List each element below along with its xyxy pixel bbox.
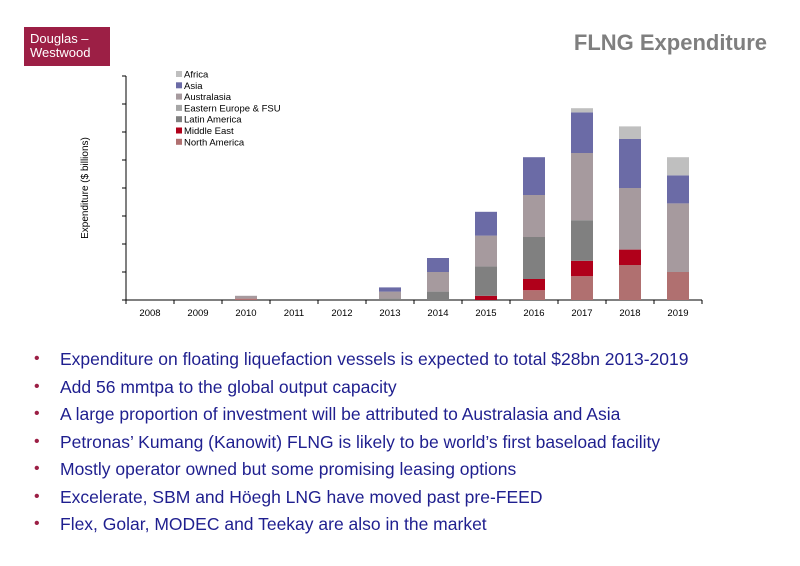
logo-line-2: Westwood — [30, 45, 91, 60]
legend-swatch — [176, 138, 182, 145]
legend-label: Eastern Europe & FSU — [184, 103, 281, 114]
legend-label: North America — [184, 137, 245, 148]
bullet-text: Excelerate, SBM and Höegh LNG have moved… — [60, 486, 543, 507]
x-tick-label: 2011 — [284, 308, 304, 319]
bullet-item: • Add 56 mmtpa to the global output capac… — [30, 377, 790, 405]
bullet-icon: • — [34, 515, 40, 532]
legend-swatch — [176, 127, 182, 134]
bar-segment — [571, 220, 593, 261]
bar-segment — [667, 175, 689, 204]
bar-segment — [379, 287, 401, 292]
x-tick-label: 2008 — [139, 308, 160, 319]
bar-segment — [475, 211, 497, 236]
bar-segment — [619, 126, 641, 139]
x-tick-label: 2012 — [331, 308, 352, 319]
bar-segment — [571, 260, 593, 277]
x-tick-label: 2014 — [427, 308, 448, 319]
expenditure-chart: 2008 2009 2010 2011 2012 2013 2014 2015 2016 2017… — [80, 70, 703, 319]
bullet-icon: • — [34, 377, 40, 395]
x-tick-label: 2016 — [523, 308, 544, 319]
x-tick-label: 2010 — [235, 308, 256, 319]
bullet-icon: • — [34, 432, 40, 450]
bar-segment — [235, 295, 257, 299]
bar-segment — [523, 195, 545, 237]
x-tick-label: 2009 — [187, 308, 208, 319]
bar-segment — [523, 157, 545, 195]
bullet-list: • Expenditure on floating liquefaction ve… — [30, 349, 790, 542]
slide-title: FLNG Expenditure — [573, 30, 767, 55]
bullet-text: Mostly operator owned but some promising… — [60, 459, 517, 479]
bar-segment — [571, 276, 593, 300]
bar-segment — [427, 258, 449, 272]
bar-segment — [571, 108, 593, 113]
bar-segment — [427, 272, 449, 292]
bullet-icon: • — [34, 460, 40, 477]
x-tick-label: 2017 — [571, 308, 592, 319]
x-tick-label: 2015 — [475, 308, 496, 319]
bar-segment — [619, 265, 641, 300]
bullet-text: Add 56 mmtpa to the global output capaci… — [60, 376, 397, 397]
bar-segment — [379, 291, 401, 299]
x-tick-label: 2018 — [619, 308, 640, 319]
bar-segment — [571, 153, 593, 221]
bar-segment — [667, 272, 689, 300]
bullet-text: Petronas’ Kumang (Kanowit) FLNG is likel… — [60, 431, 661, 452]
legend-swatch — [176, 82, 182, 89]
bar-segment — [523, 237, 545, 279]
bullet-icon: • — [34, 487, 40, 505]
bullet-item: • Expenditure on floating liquefaction ve… — [30, 349, 790, 377]
x-tick-label: 2019 — [667, 308, 688, 319]
legend-swatch — [176, 93, 182, 100]
bullet-text: A large proportion of investment will be… — [60, 404, 621, 424]
legend-label: Middle East — [184, 126, 234, 137]
legend-swatch — [176, 104, 182, 111]
bar-segment — [523, 279, 545, 291]
legend-label: Australasia — [184, 92, 232, 103]
legend-label: Africa — [184, 70, 209, 81]
bar-segment — [475, 235, 497, 267]
legend-label: Latin America — [184, 115, 242, 126]
bullet-text: Flex, Golar, MODEC and Teekay are also i… — [60, 514, 487, 534]
bar-segment — [667, 203, 689, 272]
bar-segment — [571, 112, 593, 153]
legend-swatch — [176, 71, 182, 77]
bullet-item: • Mostly operator owned but some promisin… — [30, 459, 790, 487]
legend-label: Asia — [184, 81, 203, 92]
bullet-icon: • — [34, 350, 40, 367]
bullet-item: • Excelerate, SBM and Höegh LNG have move… — [30, 487, 790, 515]
bar-segment — [523, 290, 545, 300]
y-axis-label: Expenditure ($ billions) — [80, 137, 91, 239]
bar-segment — [619, 188, 641, 250]
bar-segment — [475, 266, 497, 296]
bar-segment — [667, 157, 689, 176]
logo-line-1: Douglas – — [30, 31, 89, 46]
bar-segment — [235, 298, 257, 300]
bullet-icon: • — [34, 405, 40, 422]
bar-segment — [619, 249, 641, 265]
bullet-item: • Petronas’ Kumang (Kanowit) FLNG is like… — [30, 432, 790, 460]
bar-segment — [427, 291, 449, 300]
bullet-item: • A large proportion of investment will b… — [30, 404, 790, 432]
bullet-text: Expenditure on floating liquefaction ves… — [60, 349, 689, 369]
bar-segment — [475, 295, 497, 300]
x-tick-label: 2013 — [379, 308, 400, 319]
bar-segment — [619, 139, 641, 188]
bullet-item: • Flex, Golar, MODEC and Teekay are also … — [30, 514, 790, 542]
bar-segment — [379, 298, 401, 300]
company-logo: Douglas – Westwood — [24, 27, 110, 66]
legend-swatch — [176, 116, 182, 123]
